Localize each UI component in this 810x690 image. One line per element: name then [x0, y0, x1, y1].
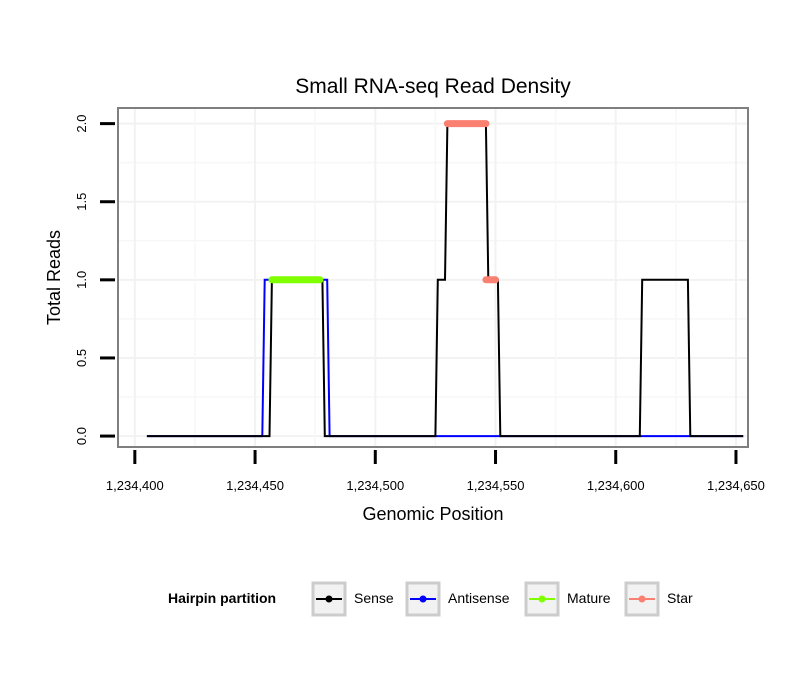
y-axis: 0.0 0.5 1.0 1.5 2.0 [74, 115, 115, 445]
x-axis: 1,234,400 1,234,450 1,234,500 1,234,550 1,23… [106, 450, 765, 493]
y-axis-title: Total Reads [44, 230, 64, 325]
y-tick-label: 1.0 [74, 271, 89, 289]
legend-key-dot [638, 595, 646, 603]
x-tick-label: 1,234,600 [587, 478, 645, 493]
chart-title: Small RNA-seq Read Density [295, 75, 571, 98]
x-tick-label: 1,234,650 [707, 478, 765, 493]
x-tick-label: 1,234,450 [226, 478, 284, 493]
panel-border [117, 107, 749, 448]
x-axis-title: Genomic Position [362, 504, 503, 524]
legend-label: Antisense [448, 590, 510, 606]
x-tick-label: 1,234,400 [106, 478, 164, 493]
y-tick-label: 0.0 [74, 427, 89, 445]
legend: Hairpin partition Sense Antisense Mature St… [168, 581, 693, 617]
y-tick-label: 1.5 [74, 193, 89, 211]
legend-key-dot [538, 595, 546, 603]
x-tick-label: 1,234,550 [467, 478, 525, 493]
legend-label: Mature [567, 590, 611, 606]
y-tick-label: 2.0 [74, 115, 89, 133]
legend-label: Star [667, 590, 693, 606]
legend-key-dot [419, 595, 427, 603]
legend-key-dot [325, 595, 333, 603]
y-tick-label: 0.5 [74, 349, 89, 367]
legend-title: Hairpin partition [168, 590, 276, 606]
grid [118, 108, 748, 447]
legend-label: Sense [354, 590, 394, 606]
x-tick-label: 1,234,500 [346, 478, 404, 493]
series-layer [146, 120, 744, 438]
